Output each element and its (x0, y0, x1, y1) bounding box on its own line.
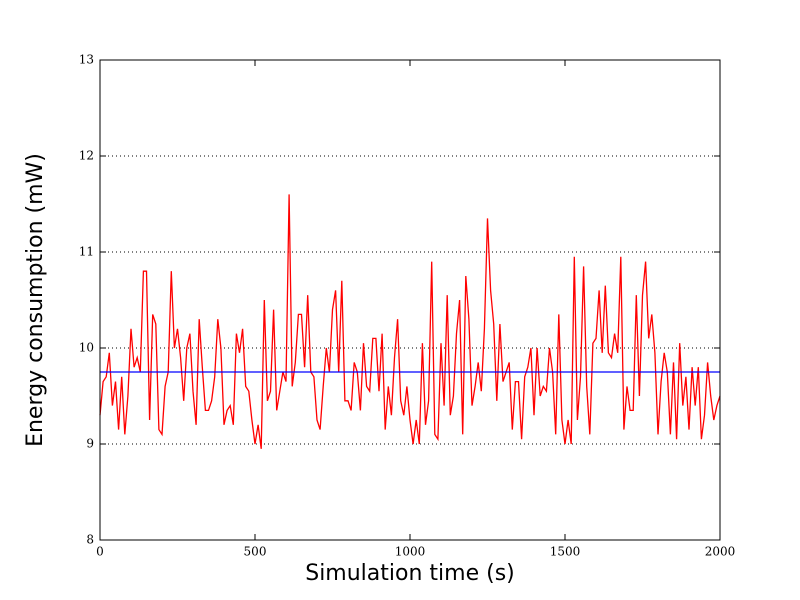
x-tick-label: 1000 (395, 545, 426, 559)
series-line (99, 194, 721, 449)
y-tick-label: 11 (79, 245, 94, 259)
x-tick-label: 2000 (705, 545, 736, 559)
x-axis-label: Simulation time (s) (305, 561, 515, 586)
y-tick-label: 9 (86, 437, 94, 451)
y-tick-label: 12 (79, 149, 94, 163)
x-tick-label: 1500 (550, 545, 581, 559)
y-tick-label: 8 (86, 533, 94, 547)
x-tick-label: 500 (244, 545, 267, 559)
x-tick-label: 0 (96, 545, 104, 559)
plot-frame (99, 59, 721, 541)
y-tick-label: 13 (79, 53, 94, 67)
y-tick-label: 10 (79, 341, 94, 355)
y-axis-label: Energy consumption (mW) (23, 153, 48, 447)
